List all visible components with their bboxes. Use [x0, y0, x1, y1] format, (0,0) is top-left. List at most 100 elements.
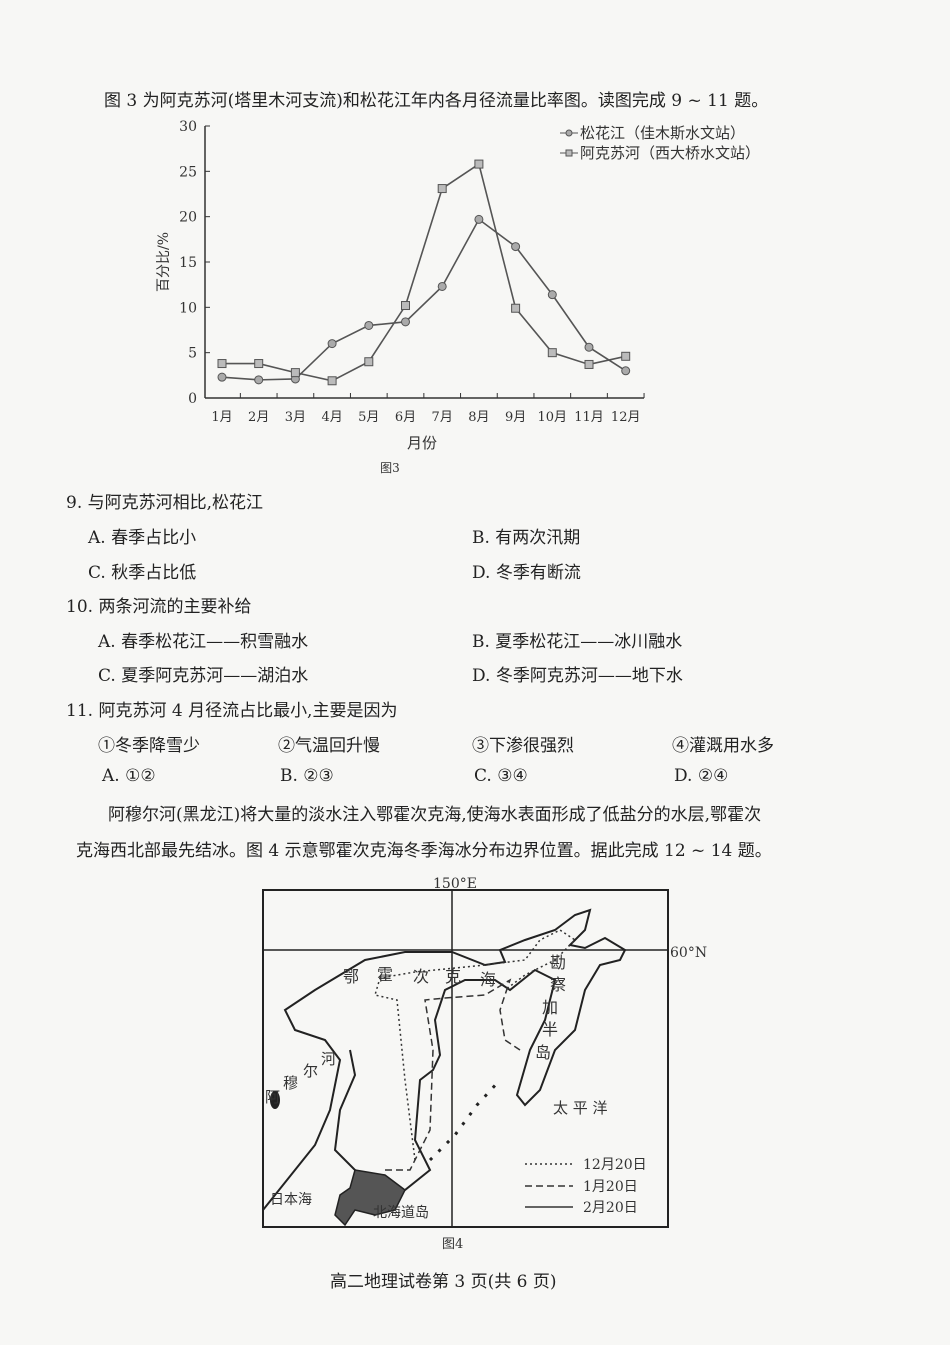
q9-option-b: B. 有两次汛期	[472, 528, 581, 548]
q10-option-c: C. 夏季阿克苏河——湖泊水	[98, 666, 309, 686]
hokkaido-label: 北海道岛	[373, 1205, 429, 1221]
ice-edge-jan20	[385, 978, 521, 1171]
question-11-stem: 11. 阿克苏河 4 月径流占比最小,主要是因为	[66, 701, 398, 721]
legend-feb20: 2月20日	[583, 1200, 638, 1216]
x-tick-label: 4月	[321, 410, 342, 425]
data-point-circle	[217, 372, 227, 382]
x-tick-label: 10月	[538, 410, 568, 425]
peninsula-label-char: 半	[542, 1020, 558, 1039]
intro-text-fig4-line1: 阿穆尔河(黑龙江)将大量的淡水注入鄂霍次克海,使海水表面形成了低盐分的水层,鄂霍…	[108, 805, 762, 825]
data-point-square	[474, 159, 484, 169]
peninsula-label-char: 勘	[550, 953, 566, 972]
x-tick-label: 3月	[285, 410, 306, 425]
runoff-line-chart: 0 5 10 15 20 25 30 1月 2月 3月 4月 5月 6月 7月 8月 9月 10月 11月 12月月…	[156, 119, 760, 475]
data-point-square	[547, 348, 557, 358]
q9-option-a: A. 春季占比小	[88, 528, 197, 548]
river-label-char: 河	[321, 1050, 336, 1068]
y-tick-label: 5	[188, 346, 197, 362]
x-tick-label: 6月	[395, 410, 416, 425]
y-tick-label: 10	[179, 300, 197, 316]
q11-option-d: D. ②④	[674, 766, 729, 786]
river-label-char: 尔	[303, 1062, 318, 1080]
data-point-square	[290, 368, 300, 378]
sea-label-char: 霍	[377, 965, 393, 984]
x-tick-label: 5月	[358, 410, 379, 425]
question-9-stem: 9. 与阿克苏河相比,松花江	[66, 493, 264, 513]
data-point-circle	[401, 317, 410, 327]
data-point-square	[584, 359, 594, 369]
y-tick-label: 20	[179, 210, 197, 226]
data-point-square	[217, 359, 227, 369]
legend-marker-square	[565, 149, 573, 157]
data-point-circle	[437, 281, 447, 291]
data-point-square	[364, 357, 374, 367]
river-label-char: 阿	[265, 1088, 280, 1106]
legend-dec20: 12月20日	[583, 1157, 647, 1173]
x-tick-label: 12月	[611, 410, 641, 425]
q11-item-4: ④灌溉用水多	[672, 736, 774, 756]
q11-item-1: ①冬季降雪少	[98, 736, 200, 756]
legend-label: 阿克苏河（西大桥水文站）	[580, 144, 760, 162]
x-tick-label: 7月	[432, 410, 453, 425]
data-point-square	[437, 184, 447, 194]
map-legend: 12月20日 1月20日 2月20日	[525, 1157, 647, 1216]
x-tick-label: 8月	[468, 410, 489, 425]
hokkaido-island	[334, 1169, 406, 1227]
data-point-circle	[584, 342, 594, 352]
page-footer: 高二地理试卷第 3 页(共 6 页)	[330, 1272, 557, 1292]
x-tick-label: 9月	[505, 410, 526, 425]
peninsula-label-char: 察	[550, 975, 566, 994]
q11-option-a: A. ①②	[102, 766, 156, 786]
data-point-circle	[364, 320, 374, 330]
y-axis-label: 百分比/%	[156, 232, 172, 292]
data-point-circle	[621, 366, 631, 376]
legend-label: 松花江（佳木斯水文站）	[580, 124, 745, 142]
coastline	[262, 908, 627, 1211]
y-tick-label: 0	[188, 391, 197, 407]
q10-option-a: A. 春季松花江——积雪融水	[98, 632, 309, 652]
data-point-square	[254, 359, 264, 369]
river-mouth-lake	[270, 1091, 280, 1109]
river-label-char: 穆	[283, 1074, 298, 1092]
y-tick-label: 30	[179, 119, 197, 135]
series-line-1	[222, 162, 626, 382]
data-point-circle	[254, 375, 264, 385]
sea-label-char: 次	[413, 967, 429, 986]
data-point-square	[511, 303, 521, 313]
q9-option-d: D. 冬季有断流	[472, 563, 581, 583]
sea-label-char: 克	[445, 967, 461, 986]
series-line-0	[221, 218, 627, 381]
q11-option-c: C. ③④	[474, 766, 528, 786]
chart-caption: 图3	[380, 461, 400, 475]
legend-marker-circle	[565, 129, 573, 137]
lat-label: 60°N	[670, 945, 707, 961]
x-tick-label: 1月	[211, 410, 232, 425]
x-axis-label: 月份	[407, 434, 437, 452]
q11-item-3: ③下渗很强烈	[472, 736, 574, 756]
okhotsk-sea-ice-map: 150°E 60°N 鄂 霍 次 克 海 勘 察 加 半 岛 阿 穆 尔 河 太…	[262, 876, 707, 1252]
y-tick-label: 25	[179, 164, 197, 180]
data-point-circle	[511, 242, 521, 252]
legend-jan20: 1月20日	[583, 1179, 638, 1195]
kuril-islands	[428, 1078, 502, 1162]
data-point-square	[401, 301, 410, 311]
data-point-square	[621, 351, 631, 361]
japan-sea-label: 日本海	[270, 1192, 312, 1208]
q11-item-2: ②气温回升慢	[278, 736, 380, 756]
sea-label-char: 海	[480, 970, 496, 989]
lon-label: 150°E	[433, 876, 477, 892]
question-10-stem: 10. 两条河流的主要补给	[66, 597, 252, 617]
q11-option-b: B. ②③	[280, 766, 334, 786]
data-point-circle	[327, 339, 337, 349]
q10-option-b: B. 夏季松花江——冰川融水	[472, 632, 683, 652]
peninsula-label-char: 岛	[535, 1043, 551, 1062]
ice-edge-dec20	[374, 929, 577, 1161]
intro-text-fig3: 图 3 为阿克苏河(塔里木河支流)和松花江年内各月径流量比率图。读图完成 9 ~…	[104, 91, 769, 111]
data-point-square	[327, 376, 337, 386]
sea-label-char: 鄂	[343, 967, 359, 986]
intro-text-fig4-line2: 克海西北部最先结冰。图 4 示意鄂霍次克海冬季海冰分布边界位置。据此完成 12 …	[76, 841, 772, 861]
q9-option-c: C. 秋季占比低	[88, 563, 197, 583]
map-caption: 图4	[442, 1237, 463, 1252]
q10-option-d: D. 冬季阿克苏河——地下水	[472, 666, 683, 686]
data-point-circle	[474, 214, 484, 224]
